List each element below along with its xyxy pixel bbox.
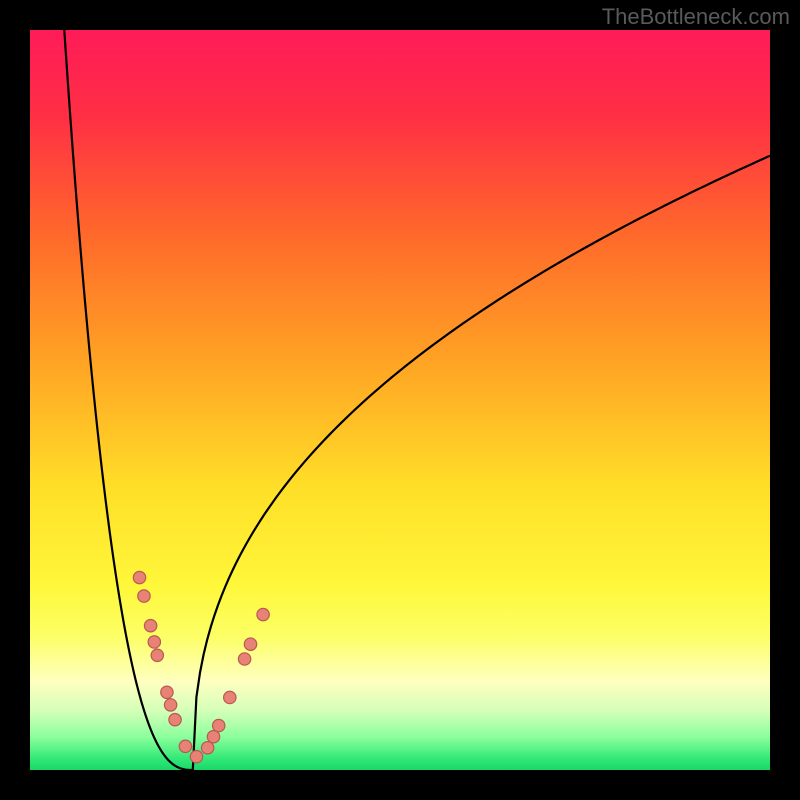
data-point [148, 636, 160, 648]
data-point [144, 620, 156, 632]
data-point [213, 719, 225, 731]
data-point [224, 691, 236, 703]
bottleneck-chart [0, 0, 800, 800]
data-point [238, 653, 250, 665]
data-point [190, 750, 202, 762]
data-point [244, 638, 256, 650]
data-point [201, 742, 213, 754]
data-point [151, 649, 163, 661]
data-point [207, 731, 219, 743]
data-point [164, 699, 176, 711]
plot-gradient-background [30, 30, 770, 770]
data-point [133, 571, 145, 583]
data-point [138, 590, 150, 602]
data-point [161, 686, 173, 698]
watermark-text: TheBottleneck.com [602, 4, 790, 30]
data-point [179, 740, 191, 752]
chart-container: TheBottleneck.com [0, 0, 800, 800]
data-point [169, 713, 181, 725]
data-point [257, 608, 269, 620]
